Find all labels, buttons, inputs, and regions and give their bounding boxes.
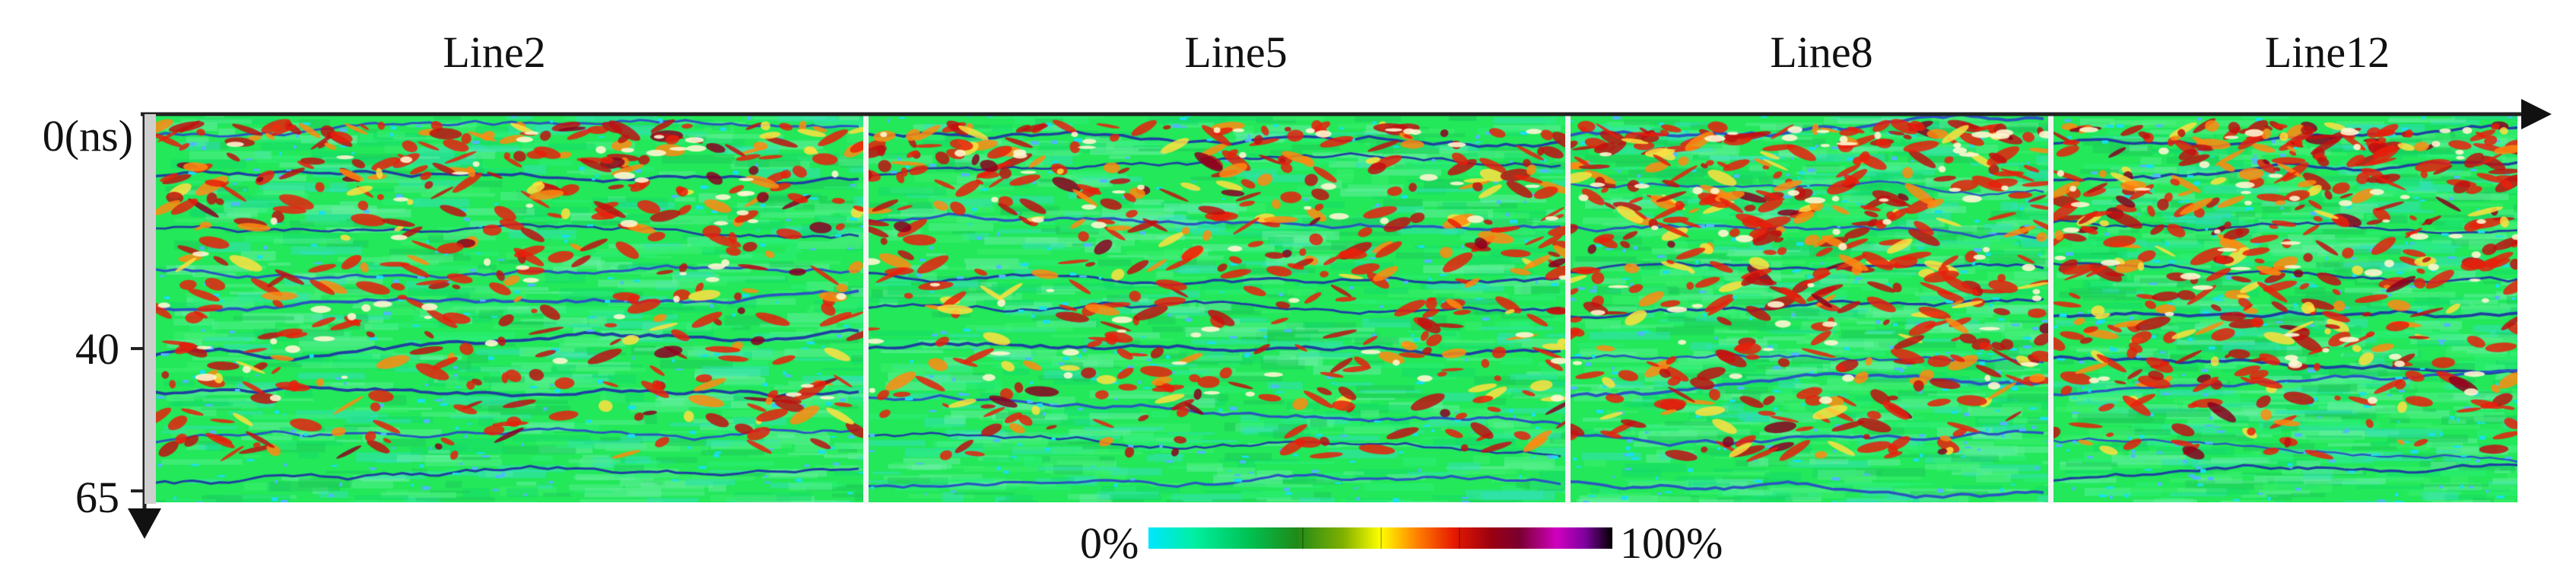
y-tick-0: 0(ns) (42, 111, 133, 161)
panel-separator (863, 114, 869, 504)
colorbar-tick (1380, 527, 1382, 549)
panel-title-line5: Line5 (1184, 27, 1288, 77)
panel-separator (2048, 114, 2053, 504)
panel-title-line2: Line2 (443, 27, 546, 77)
radargram-line12 (2052, 114, 2517, 502)
colorbar-max-label: 100% (1620, 518, 1723, 568)
y-tick-65: 65 (75, 473, 119, 522)
x-axis-arrow (141, 99, 2552, 129)
radargram-panels (156, 114, 2517, 502)
radargram-line5 (867, 114, 1565, 502)
colorbar-tick (1459, 527, 1460, 549)
y-tick-40: 40 (75, 324, 119, 374)
radargram-line2 (156, 114, 863, 502)
panel-title-line12: Line12 (2264, 27, 2390, 77)
colorbar-tick (1302, 527, 1304, 549)
axis-strip (145, 114, 156, 504)
colorbar (1148, 527, 1612, 549)
radargram-line8 (1569, 114, 2048, 502)
panel-title-line8: Line8 (1770, 27, 1873, 77)
panel-separator (1565, 114, 1571, 504)
colorbar-min-label: 0% (1080, 518, 1139, 568)
